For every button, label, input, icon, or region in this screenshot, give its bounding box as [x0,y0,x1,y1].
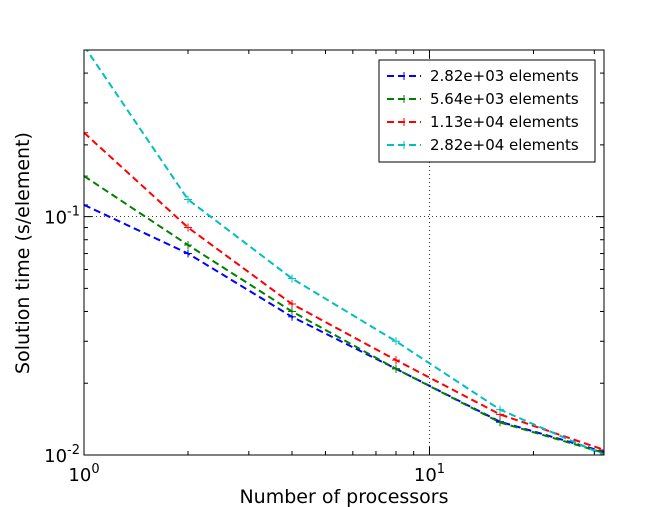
legend-entry: 2.82e+03 elements [387,67,579,85]
legend-label: 5.64e+03 elements [430,90,579,108]
data-point [600,445,604,454]
series-line-1 [84,175,604,454]
data-point [288,274,296,283]
data-point [288,299,296,308]
data-point [184,223,192,232]
legend-entry: 5.64e+03 elements [387,90,579,108]
data-point [184,195,192,204]
data-point [184,241,192,250]
data-point [84,200,88,209]
series-line-3 [85,50,604,455]
y-tick-label: 10-1 [44,205,80,229]
legend-entry: 1.13e+04 elements [387,113,579,131]
data-point [184,249,192,258]
data-point [84,128,88,137]
axis-ticks [83,49,604,456]
data-point [392,356,400,365]
data-point [392,337,400,346]
data-point [84,172,88,181]
legend-label: 1.13e+04 elements [430,113,579,131]
legend: 2.82e+03 elements 5.64e+03 elements 1.13e+… [378,59,596,163]
data-point [288,307,296,316]
x-tick-label: 100 [68,462,99,486]
y-tick-label: 10-2 [44,443,80,467]
legend-label: 2.82e+03 elements [430,67,579,85]
legend-label: 2.82e+04 elements [430,136,579,154]
series-line-2 [84,131,604,451]
plot-frame [83,49,605,456]
x-axis-title: Number of processors [239,486,448,507]
data-point [392,364,400,373]
y-axis-title: Solution time (s/element) [12,132,34,374]
x-tick-label: 101 [414,462,445,486]
data-point [496,418,504,427]
legend-entry: 2.82e+04 elements [387,136,579,154]
series-layer [80,42,604,455]
grid-lines [84,50,604,455]
tick-labels: 100 101 10-2 10-1 [44,205,445,486]
data-point [80,42,88,50]
data-point [496,405,504,414]
